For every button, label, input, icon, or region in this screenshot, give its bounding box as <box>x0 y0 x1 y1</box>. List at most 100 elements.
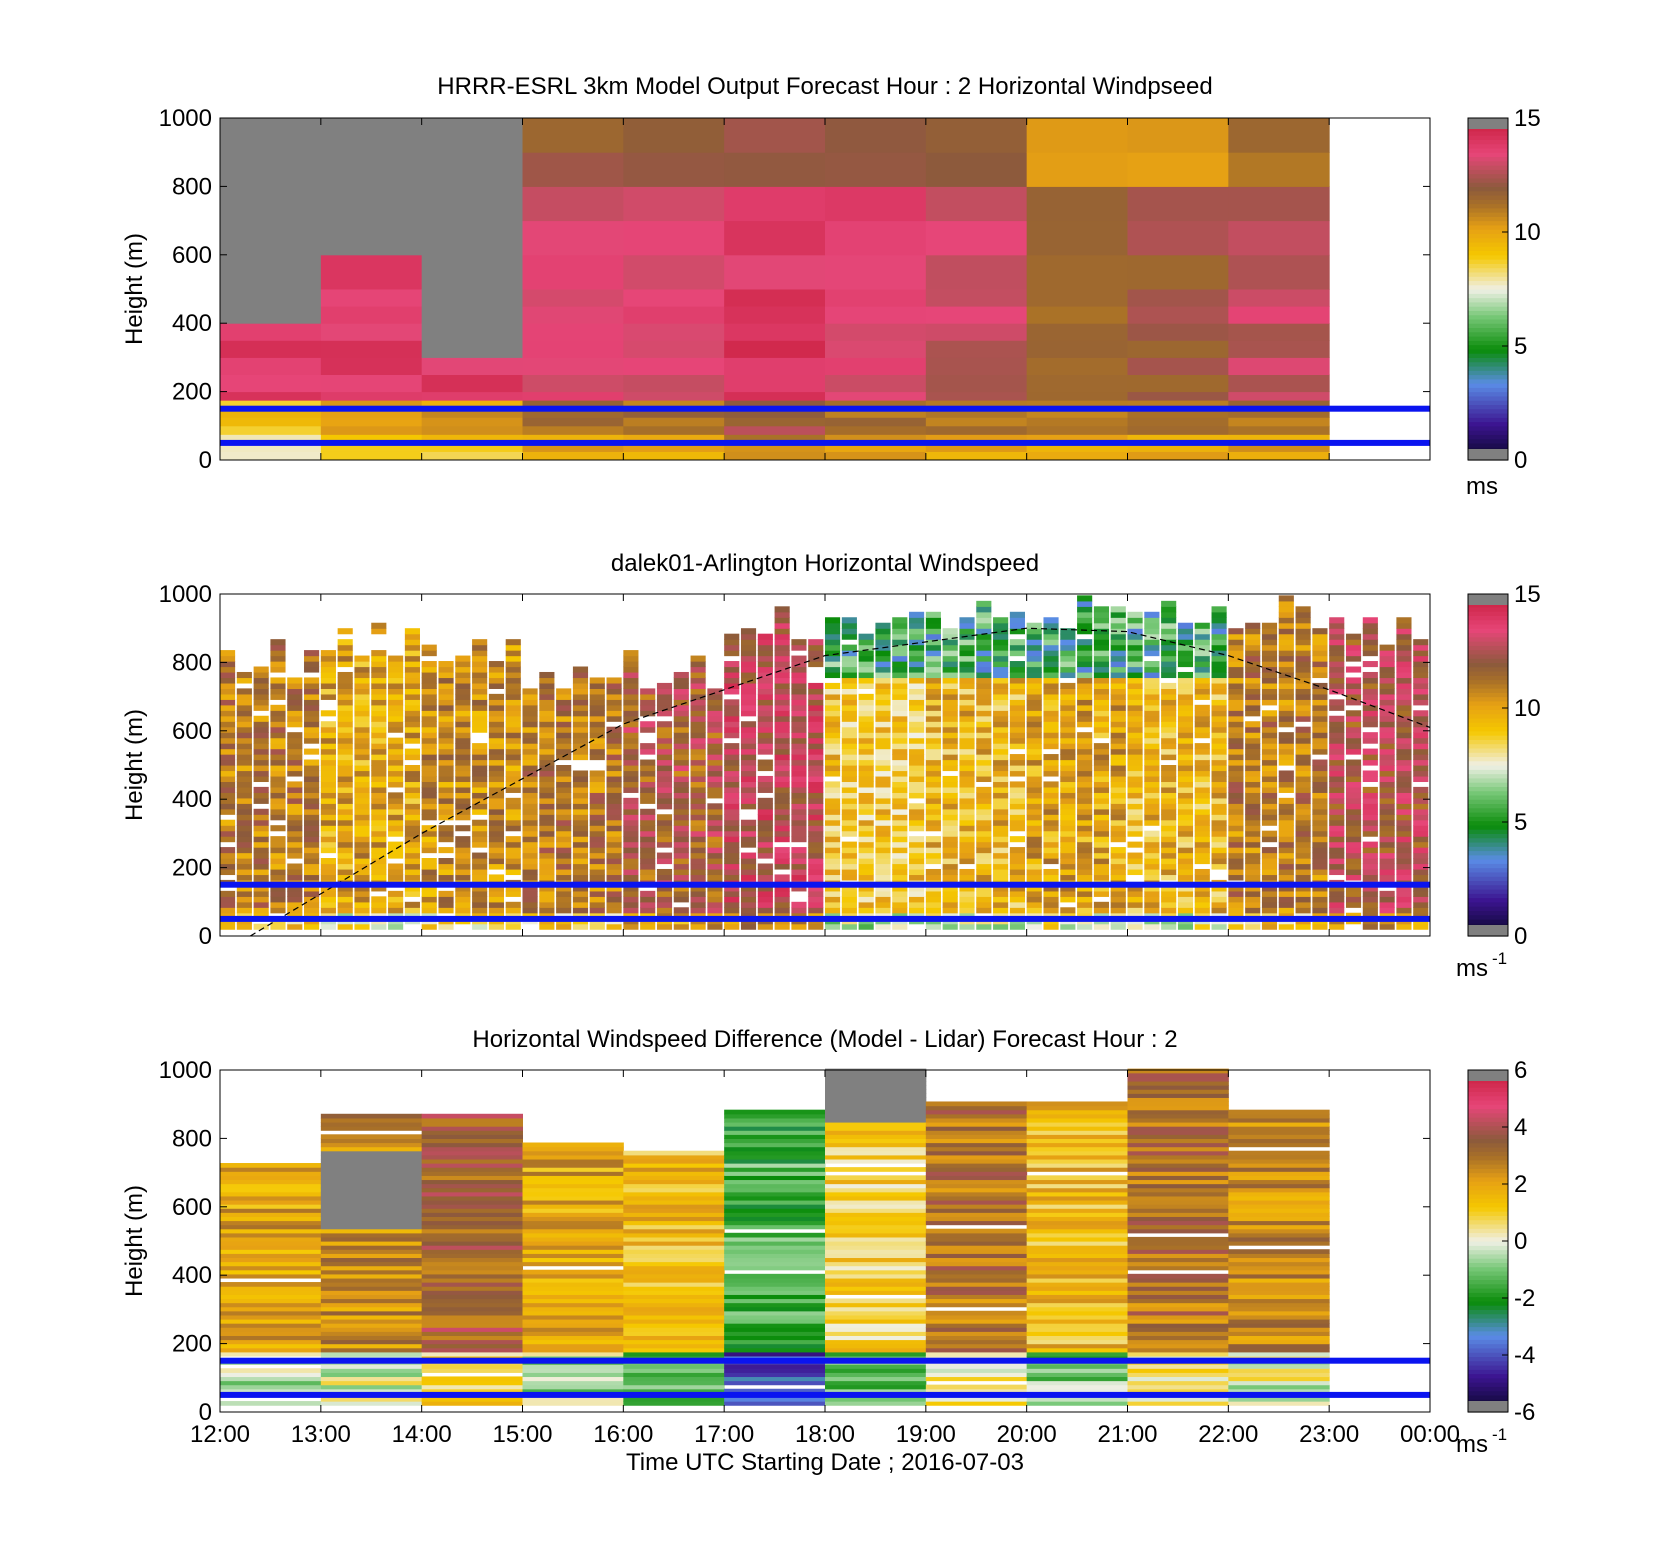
lidar-cell <box>1009 858 1025 865</box>
lidar-cell <box>1161 644 1177 651</box>
model-cell <box>724 434 826 444</box>
lidar-cell <box>1093 792 1110 799</box>
lidar-cell <box>287 868 303 876</box>
model-cell <box>623 400 725 410</box>
colorbar-tick-label: 5 <box>1514 333 1527 360</box>
lidar-cell <box>1312 781 1328 788</box>
difference-cell <box>925 1401 1028 1406</box>
lidar-cell <box>1060 628 1076 635</box>
lidar-cell <box>1161 852 1177 859</box>
difference-cell <box>522 1241 624 1246</box>
difference-cell <box>220 1294 322 1300</box>
lidar-cell <box>1228 874 1244 881</box>
lidar-cell <box>1161 836 1177 843</box>
difference-cell <box>724 1121 826 1127</box>
lidar-cell <box>1211 666 1227 673</box>
lidar-cell <box>1312 808 1328 815</box>
lidar-cell <box>488 847 505 854</box>
lidar-cell <box>707 781 723 788</box>
lidar-cell <box>1345 644 1362 651</box>
model-cell <box>1026 374 1128 393</box>
lidar-cell <box>740 775 757 783</box>
lidar-cell <box>724 868 740 876</box>
lidar-cell <box>1161 830 1177 837</box>
difference-cell <box>825 1109 927 1115</box>
difference-cell <box>522 1277 624 1283</box>
lidar-cell <box>1026 792 1042 799</box>
lidar-cell <box>1379 890 1395 897</box>
lidar-cell <box>1026 704 1042 711</box>
lidar-cell <box>1144 622 1160 629</box>
lidar-cell <box>539 770 555 777</box>
lidar-cell <box>1077 792 1093 799</box>
lidar-cell <box>993 715 1009 722</box>
lidar-cell <box>1009 699 1025 706</box>
lidar-cell <box>1295 715 1311 722</box>
difference-cell <box>220 1212 322 1217</box>
lidar-cell <box>1278 797 1294 804</box>
lidar-cell <box>623 885 639 892</box>
lidar-cell <box>1009 617 1025 624</box>
difference-cell <box>724 1232 826 1238</box>
difference-cell <box>220 1368 322 1373</box>
lidar-cell <box>505 710 521 717</box>
lidar-cell <box>976 617 992 624</box>
lidar-cell <box>1278 819 1294 826</box>
lidar-cell <box>539 743 555 750</box>
lidar-cell <box>371 650 387 657</box>
lidar-cell <box>220 868 236 876</box>
lidar-cell <box>1329 852 1345 859</box>
lidar-cell <box>1413 923 1429 930</box>
lidar-cell <box>1362 912 1378 919</box>
lidar-cell <box>304 721 320 728</box>
lidar-cell <box>1413 655 1429 662</box>
lidar-cell <box>858 704 874 711</box>
lidar-cell <box>875 677 891 684</box>
lidar-cell <box>757 743 773 750</box>
lidar-cell <box>690 885 706 892</box>
lidar-cell <box>253 732 269 739</box>
difference-cell <box>320 1146 423 1152</box>
lidar-cell <box>1329 775 1345 783</box>
model-cell <box>522 374 624 393</box>
lidar-cell <box>1362 710 1378 717</box>
lidar-cell <box>791 754 807 761</box>
lidar-cell <box>707 786 723 793</box>
lidar-cell <box>774 890 790 897</box>
difference-cell <box>925 1117 1028 1123</box>
lidar-cell <box>1312 836 1328 843</box>
lidar-cell <box>220 781 236 788</box>
lidar-cell <box>993 704 1009 711</box>
lidar-cell <box>623 836 639 843</box>
lidar-cell <box>808 797 824 804</box>
lidar-cell <box>270 650 286 657</box>
lidar-cell <box>606 814 622 821</box>
lidar-cell <box>690 896 706 903</box>
lidar-cell <box>1043 770 1059 777</box>
lidar-cell <box>673 748 689 755</box>
lidar-cell <box>220 890 236 897</box>
lidar-cell <box>1295 830 1311 837</box>
model-cell <box>1228 220 1330 256</box>
lidar-cell <box>589 841 605 848</box>
lidar-cell <box>1194 814 1210 821</box>
lidar-cell <box>993 885 1009 892</box>
lidar-cell <box>1228 677 1244 684</box>
difference-cell <box>925 1126 1028 1131</box>
lidar-cell <box>959 737 975 744</box>
difference-cell <box>522 1335 624 1341</box>
lidar-cell <box>438 704 454 711</box>
lidar-cell <box>825 748 841 755</box>
lidar-cell <box>287 830 303 837</box>
lidar-cell <box>1413 666 1429 673</box>
difference-cell <box>421 1401 523 1406</box>
lidar-cell <box>1161 704 1177 711</box>
lidar-cell <box>472 759 488 766</box>
lidar-cell <box>925 622 941 629</box>
lidar-cell <box>875 912 891 919</box>
lidar-cell <box>757 704 773 711</box>
lidar-cell <box>791 830 807 837</box>
lidar-cell <box>1396 688 1412 695</box>
lidar-cell <box>825 639 841 646</box>
lidar-cell <box>993 754 1009 761</box>
